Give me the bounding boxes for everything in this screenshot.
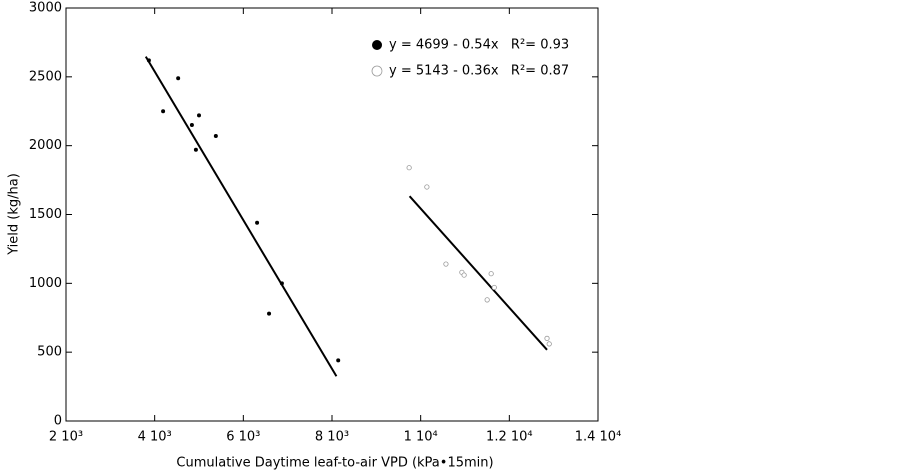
point — [443, 261, 449, 267]
point — [488, 271, 494, 277]
y-tick-label: 3000 — [29, 1, 62, 16]
y-tick-label: 2000 — [29, 138, 62, 153]
point — [267, 311, 272, 316]
point — [546, 341, 552, 347]
y-tick-label: 1000 — [29, 276, 62, 291]
point — [255, 220, 260, 225]
point — [491, 284, 497, 291]
legend-marker — [371, 65, 383, 77]
y-tick-label: 1500 — [29, 207, 62, 222]
point — [279, 281, 284, 286]
point — [424, 184, 430, 190]
x-tick-label: 6 10³ — [226, 430, 260, 445]
x-tick-label: 4 10³ — [138, 430, 172, 445]
point — [161, 109, 166, 114]
x-tick-label: 1.4 10⁴ — [575, 430, 622, 445]
point — [544, 335, 550, 341]
point — [406, 165, 412, 171]
point — [189, 123, 194, 128]
point — [193, 147, 198, 152]
y-tick-label: 0 — [54, 414, 62, 429]
x-tick-label: 1 10⁴ — [404, 430, 438, 445]
y-tick-label: 2500 — [29, 69, 62, 84]
y-tick-label: 500 — [37, 345, 62, 360]
point — [146, 58, 151, 63]
point — [213, 134, 218, 139]
fit-line — [408, 195, 548, 351]
point — [197, 113, 201, 118]
fit-line — [144, 56, 338, 377]
x-tick-label: 2 10³ — [49, 430, 83, 445]
x-tick-label: 8 10³ — [315, 430, 349, 445]
point — [484, 297, 490, 303]
legend-marker — [372, 40, 382, 50]
y-axis-title: Yield (kg/ha) — [7, 173, 22, 256]
x-axis-title: Cumulative Daytime leaf-to-air VPD (kPa•… — [176, 456, 493, 471]
x-tick-label: 1.2 10⁴ — [486, 430, 533, 445]
point — [461, 272, 467, 278]
legend-label: y = 4699 - 0.54x R²= 0.93 — [389, 38, 569, 53]
point — [336, 358, 341, 363]
point — [176, 76, 181, 81]
legend-label: y = 5143 - 0.36x R²= 0.87 — [389, 64, 569, 79]
